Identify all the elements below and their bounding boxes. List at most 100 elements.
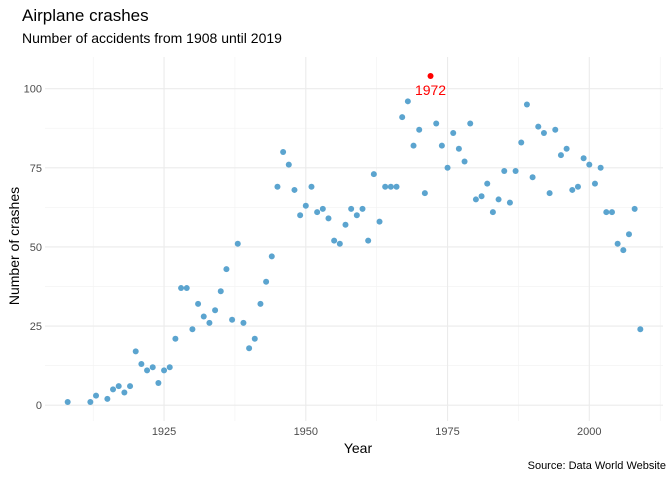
data-point: [433, 120, 440, 127]
data-point: [138, 361, 145, 368]
data-point: [365, 237, 372, 244]
data-point: [518, 139, 525, 146]
chart-title: Airplane crashes: [22, 6, 149, 25]
data-point: [110, 386, 117, 393]
data-point: [183, 285, 190, 292]
data-point: [552, 126, 559, 133]
data-point: [580, 155, 587, 162]
data-point: [302, 202, 309, 209]
data-point: [637, 326, 644, 333]
data-point: [127, 383, 134, 390]
data-point: [348, 205, 355, 212]
data-point: [166, 364, 173, 371]
data-point: [489, 209, 496, 216]
data-point: [257, 300, 264, 307]
data-point: [410, 142, 417, 149]
data-point: [234, 240, 241, 247]
data-point: [478, 193, 485, 200]
data-point: [461, 158, 468, 165]
data-point: [308, 183, 315, 190]
data-point: [189, 326, 196, 333]
y-tick-label: 75: [30, 163, 42, 175]
data-point: [574, 183, 581, 190]
data-point: [370, 171, 377, 178]
data-point: [178, 285, 185, 292]
data-point: [212, 307, 219, 314]
y-axis-ticks: 0 25 50 75 100: [24, 84, 42, 413]
data-point: [217, 288, 224, 295]
data-point: [172, 335, 179, 342]
data-point: [144, 367, 151, 374]
data-point: [314, 209, 321, 216]
data-point: [200, 313, 207, 320]
data-point: [132, 348, 139, 355]
data-point: [597, 164, 604, 171]
data-point: [285, 161, 292, 168]
data-point: [319, 205, 326, 212]
data-point: [342, 221, 349, 228]
data-point: [291, 186, 298, 193]
data-point: [121, 389, 128, 396]
data-point: [529, 174, 536, 181]
data-point: [512, 167, 519, 174]
data-point: [325, 215, 332, 222]
data-point: [603, 209, 610, 216]
data-point: [620, 247, 627, 254]
y-tick-label: 25: [30, 321, 42, 333]
data-point: [359, 205, 366, 212]
data-point: [399, 114, 406, 121]
data-point: [149, 364, 156, 371]
data-point: [263, 278, 270, 285]
data-point: [382, 183, 389, 190]
data-point: [467, 120, 474, 127]
data-point: [546, 190, 553, 197]
x-axis-ticks: 1925 1950 1975 2000: [152, 426, 602, 438]
data-point: [416, 126, 423, 133]
data-point: [195, 300, 202, 307]
highlight-label: 1972: [415, 82, 446, 98]
data-point: [87, 399, 94, 406]
data-point: [387, 183, 394, 190]
x-axis-title: Year: [344, 440, 373, 456]
y-axis-title: Number of crashes: [6, 187, 22, 305]
y-tick-label: 0: [36, 400, 42, 412]
y-tick-label: 100: [24, 84, 42, 96]
data-point: [444, 164, 451, 171]
x-tick-label: 1925: [152, 426, 176, 438]
data-point: [535, 123, 542, 130]
data-point: [591, 180, 598, 187]
data-point: [472, 196, 479, 203]
data-point: [240, 319, 247, 326]
chart-subtitle: Number of accidents from 1908 until 2019: [22, 30, 282, 46]
data-point: [569, 186, 576, 193]
data-point: [93, 392, 100, 399]
data-point: [523, 101, 530, 108]
data-point: [64, 399, 71, 406]
highlight-point: [427, 72, 434, 79]
data-point: [506, 199, 513, 206]
data-point: [376, 218, 383, 225]
data-point: [115, 383, 122, 390]
data-point: [631, 205, 638, 212]
data-point: [104, 395, 111, 402]
data-point: [274, 183, 281, 190]
data-point: [246, 345, 253, 352]
data-point: [297, 212, 304, 219]
data-point: [404, 98, 411, 105]
gridlines: [45, 57, 663, 421]
highlight-group: 1972: [415, 72, 446, 98]
data-point: [280, 148, 287, 155]
data-point: [455, 145, 462, 152]
data-point: [229, 316, 236, 323]
data-point: [223, 266, 230, 273]
x-tick-label: 2000: [577, 426, 601, 438]
data-points: [64, 98, 644, 406]
x-tick-label: 1975: [435, 426, 459, 438]
y-tick-label: 50: [30, 242, 42, 254]
data-point: [501, 167, 508, 174]
data-point: [557, 152, 564, 159]
data-point: [450, 129, 457, 136]
data-point: [331, 237, 338, 244]
data-point: [206, 319, 213, 326]
